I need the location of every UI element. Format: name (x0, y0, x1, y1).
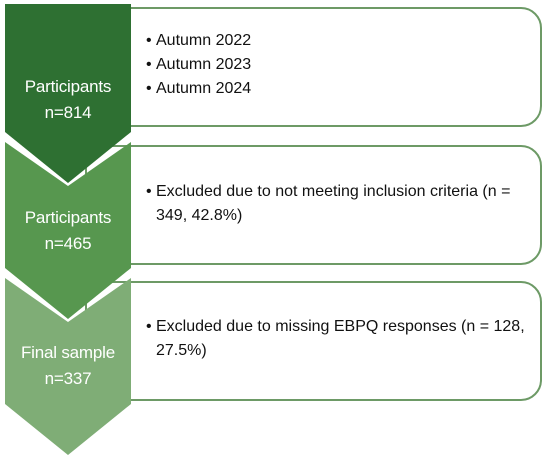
stage1-details: Autumn 2022 Autumn 2023 Autumn 2024 (146, 29, 526, 101)
stage1-label: Participants n=814 (5, 74, 131, 126)
stage3-label-count: n=337 (44, 369, 92, 388)
stage1-label-count: n=814 (44, 103, 92, 122)
stage3-item-list: Excluded due to missing EBPQ responses (… (146, 315, 536, 363)
stage1-label-title: Participants (24, 77, 112, 96)
stage3-chevron (5, 278, 131, 455)
stage1-item-list: Autumn 2022 Autumn 2023 Autumn 2024 (146, 29, 526, 101)
stage3-item: Excluded due to missing EBPQ responses (… (146, 315, 536, 363)
stage2-details: Excluded due to not meeting inclusion cr… (146, 180, 531, 228)
stage3-details: Excluded due to missing EBPQ responses (… (146, 315, 536, 363)
stage1-item: Autumn 2024 (146, 77, 526, 101)
stage1-item: Autumn 2022 (146, 29, 526, 53)
stage3-label: Final sample n=337 (3, 340, 133, 392)
stage1-chevron (5, 4, 131, 183)
stage2-chevron (5, 142, 131, 319)
stage2-label: Participants n=465 (5, 205, 131, 257)
stage2-label-title: Participants (24, 208, 112, 227)
stage1-item: Autumn 2023 (146, 53, 526, 77)
stage2-item: Excluded due to not meeting inclusion cr… (146, 180, 531, 228)
stage2-item-list: Excluded due to not meeting inclusion cr… (146, 180, 531, 228)
stage3-label-title: Final sample (21, 343, 115, 362)
stage2-label-count: n=465 (44, 234, 92, 253)
